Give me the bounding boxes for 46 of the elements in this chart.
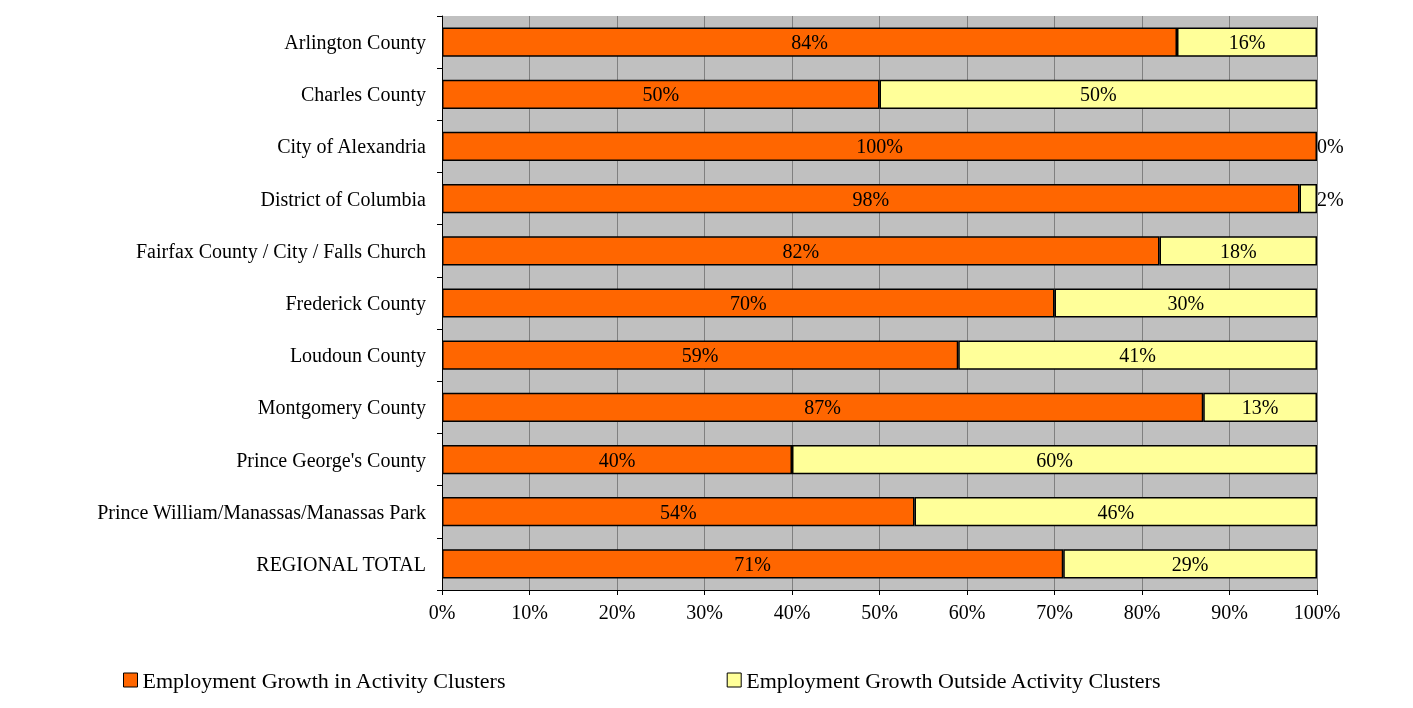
y-tick-label: Frederick County — [285, 292, 426, 315]
x-tick-label: 90% — [1211, 601, 1248, 623]
y-tick-label: Montgomery County — [257, 396, 426, 420]
x-tick-label: 0% — [428, 601, 456, 623]
data-label: 50% — [1079, 83, 1117, 106]
legend-label: Employment Growth Outside Activity Clusters — [746, 667, 1161, 693]
x-tick-label: 40% — [773, 601, 811, 623]
data-label: 71% — [734, 552, 771, 575]
data-label: 18% — [1219, 239, 1257, 262]
x-tick-label: 70% — [1036, 601, 1073, 623]
data-label: 41% — [1119, 344, 1156, 367]
y-tick-label: Charles County — [301, 83, 426, 107]
data-label: 98% — [852, 187, 890, 210]
x-tick-label: 100% — [1293, 601, 1341, 623]
data-label: 60% — [1036, 448, 1073, 471]
y-tick-label: REGIONAL TOTAL — [256, 552, 426, 575]
x-tick-label: 60% — [948, 601, 986, 623]
data-label: 29% — [1171, 552, 1209, 575]
x-tick-label: 10% — [511, 601, 548, 623]
data-label: 0% — [1317, 135, 1344, 158]
data-label: 59% — [681, 344, 719, 367]
y-tick-label: District of Columbia — [260, 187, 427, 210]
data-label: 46% — [1097, 500, 1135, 523]
data-label: 16% — [1228, 31, 1266, 54]
data-label: 30% — [1167, 292, 1205, 314]
data-label: 50% — [642, 83, 680, 106]
data-label: 87% — [804, 396, 841, 419]
y-tick-label: Fairfax County / City / Falls Church — [136, 239, 426, 263]
y-tick-label: Arlington County — [284, 31, 426, 55]
data-label: 13% — [1241, 396, 1279, 419]
y-tick-label: Prince William/Manassas/Manassas Park — [97, 500, 426, 523]
data-label: 100% — [856, 135, 903, 158]
x-tick-label: 80% — [1123, 601, 1161, 623]
legend-label: Employment Growth in Activity Clusters — [142, 667, 506, 693]
x-tick-label: 50% — [861, 601, 898, 623]
x-tick-label: 20% — [598, 601, 636, 623]
y-tick-label: Loudoun County — [289, 344, 426, 368]
y-tick-label: City of Alexandria — [277, 135, 427, 159]
y-tick-label: Prince George's County — [236, 448, 426, 472]
data-label: 82% — [782, 239, 820, 262]
data-label: 54% — [659, 500, 697, 523]
data-label: 2% — [1317, 187, 1344, 210]
data-label: 70% — [729, 292, 767, 314]
data-label: 40% — [598, 448, 636, 471]
x-tick-label: 30% — [686, 601, 723, 623]
data-label: 84% — [791, 31, 828, 54]
